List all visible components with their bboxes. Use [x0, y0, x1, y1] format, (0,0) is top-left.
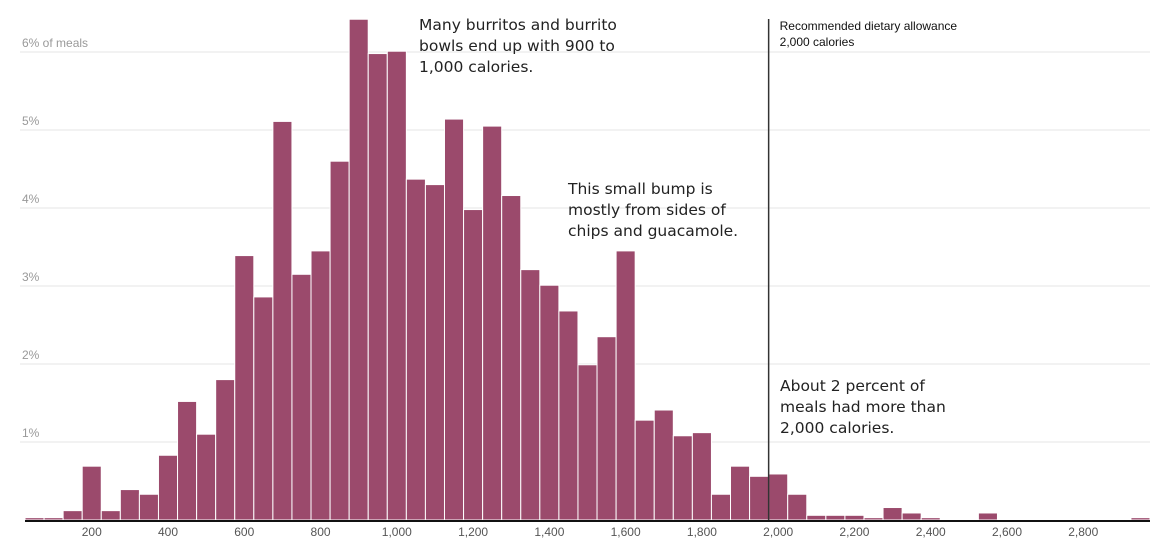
histogram-bar — [558, 310, 579, 521]
gridlines — [20, 51, 1150, 443]
x-tick-label: 1,800 — [687, 525, 717, 539]
x-tick-label: 1,400 — [534, 525, 564, 539]
x-tick-label: 1,600 — [611, 525, 641, 539]
histogram-bar — [482, 125, 503, 521]
histogram-bar — [691, 432, 712, 521]
histogram-bar — [806, 514, 827, 521]
histogram-bar — [138, 493, 159, 521]
histogram-bar — [234, 255, 255, 521]
histogram-bar — [901, 512, 922, 521]
histogram-bar — [253, 296, 274, 521]
reference-line-label: Recommended dietary allowance — [780, 19, 958, 33]
histogram-bar — [443, 118, 465, 521]
histogram-bar — [215, 379, 236, 521]
histogram-bar — [196, 433, 217, 521]
x-tick-label: 2,400 — [916, 525, 946, 539]
histogram-bar — [539, 284, 560, 521]
histogram-bar — [863, 517, 884, 521]
histogram-bars — [24, 18, 1151, 521]
histogram-bar — [119, 489, 140, 521]
histogram-bar — [825, 514, 846, 521]
histogram-bar — [710, 493, 732, 521]
histogram-bar — [405, 178, 426, 521]
x-axis-labels: 200 400 600 800 1,000 1,200 1,400 1,600 1,800 2,0… — [82, 525, 1099, 539]
histogram-bar — [730, 465, 751, 521]
histogram-bar — [310, 250, 331, 521]
y-tick-label: 4% — [22, 192, 40, 206]
x-tick-label: 1,000 — [382, 525, 412, 539]
y-tick-label: 6% of meals — [22, 36, 88, 50]
histogram-bar — [634, 419, 655, 521]
histogram-bar — [920, 517, 941, 521]
histogram-bar — [157, 454, 179, 521]
histogram-bar — [386, 50, 407, 521]
histogram-bar — [977, 512, 998, 521]
reference-line-value: 2,000 calories — [780, 35, 855, 49]
histogram-bar — [24, 517, 45, 521]
x-tick-label: 400 — [158, 525, 178, 539]
annotation-bump: This small bump is mostly from sides of … — [568, 180, 739, 240]
histogram-bar — [424, 184, 445, 521]
histogram-bar — [329, 160, 350, 521]
x-tick-label: 2,000 — [763, 525, 793, 539]
y-tick-label: 3% — [22, 270, 40, 284]
x-tick-label: 2,200 — [839, 525, 869, 539]
histogram-bar — [367, 53, 388, 521]
histogram-bar — [81, 465, 102, 521]
histogram-bar — [291, 273, 312, 521]
histogram-bar — [100, 510, 121, 521]
histogram-bar — [653, 409, 674, 521]
x-tick-label: 800 — [311, 525, 331, 539]
x-tick-label: 200 — [82, 525, 102, 539]
annotation-over-2000: About 2 percent of meals had more than 2… — [780, 377, 946, 437]
y-tick-label: 1% — [22, 426, 40, 440]
x-tick-label: 600 — [234, 525, 254, 539]
histogram-bar — [672, 435, 693, 521]
histogram-bar — [787, 493, 808, 521]
histogram-bar — [348, 18, 369, 521]
annotation-peak: Many burritos and burrito bowls end up w… — [419, 16, 617, 76]
histogram-bar — [43, 517, 64, 521]
histogram-bar — [520, 269, 541, 521]
histogram-bar — [882, 507, 903, 521]
histogram-bar — [62, 510, 83, 521]
histogram-bar — [596, 336, 617, 521]
histogram-bar — [272, 120, 293, 521]
histogram-bar — [177, 400, 198, 521]
y-tick-label: 2% — [22, 348, 40, 362]
y-tick-label: 5% — [22, 114, 40, 128]
histogram-bar — [749, 475, 770, 521]
x-tick-label: 2,600 — [992, 525, 1022, 539]
histogram-bar — [768, 473, 789, 521]
x-tick-label: 1,200 — [458, 525, 488, 539]
histogram-bar — [501, 195, 522, 521]
x-tick-label: 2,800 — [1068, 525, 1098, 539]
histogram-bar — [615, 250, 636, 521]
histogram-bar — [1130, 517, 1151, 521]
histogram-bar — [577, 364, 598, 521]
histogram-bar — [844, 514, 865, 521]
histogram-bar — [463, 209, 484, 521]
y-axis-labels: 1% 2% 3% 4% 5% 6% of meals — [22, 36, 88, 440]
